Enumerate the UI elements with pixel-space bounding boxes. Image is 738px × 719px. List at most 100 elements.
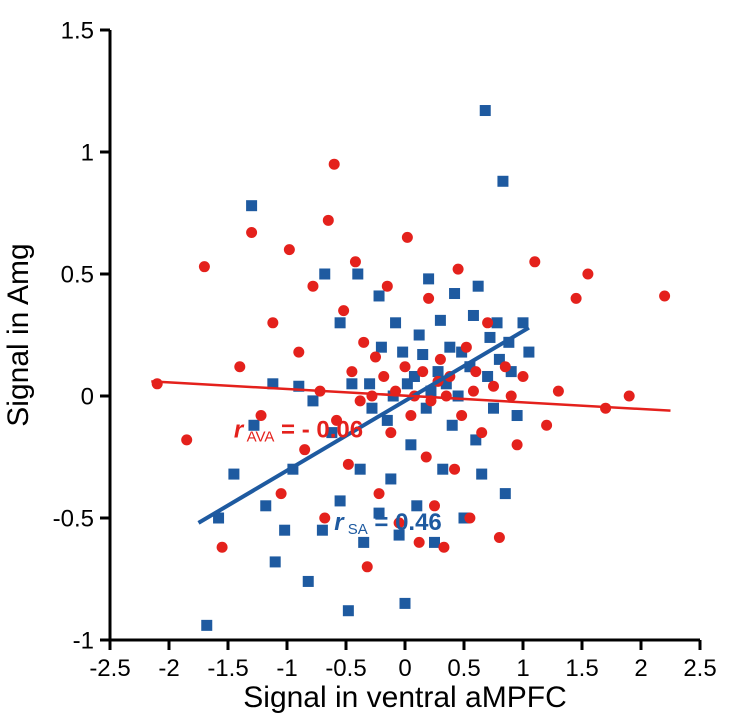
data-point-SA <box>358 537 369 548</box>
x-tick-label: -0.5 <box>325 655 366 682</box>
data-point-AVA <box>500 361 511 372</box>
y-tick-label: -0.5 <box>53 505 94 532</box>
data-point-SA <box>480 105 491 116</box>
data-point-SA <box>482 371 493 382</box>
data-point-SA <box>500 488 511 499</box>
data-point-SA <box>468 310 479 321</box>
data-point-SA <box>437 464 448 475</box>
data-point-AVA <box>456 410 467 421</box>
data-point-AVA <box>405 410 416 421</box>
data-point-AVA <box>385 427 396 438</box>
data-point-AVA <box>441 391 452 402</box>
x-tick-label: 1.5 <box>565 655 598 682</box>
data-point-AVA <box>461 342 472 353</box>
x-tick-label: 0.5 <box>447 655 480 682</box>
data-point-SA <box>374 290 385 301</box>
data-point-SA <box>352 269 363 280</box>
data-point-AVA <box>152 378 163 389</box>
data-point-AVA <box>299 444 310 455</box>
data-point-SA <box>397 347 408 358</box>
data-point-AVA <box>494 532 505 543</box>
data-point-AVA <box>518 371 529 382</box>
data-point-AVA <box>267 317 278 328</box>
x-tick-label: 0 <box>398 655 411 682</box>
x-tick-label: 1 <box>516 655 529 682</box>
data-point-AVA <box>400 361 411 372</box>
data-point-AVA <box>319 513 330 524</box>
data-point-AVA <box>488 381 499 392</box>
data-point-SA <box>201 620 212 631</box>
x-tick-label: -1 <box>276 655 297 682</box>
data-point-AVA <box>374 488 385 499</box>
data-point-SA <box>484 332 495 343</box>
y-axis-label: Signal in Amg <box>2 243 35 426</box>
data-point-AVA <box>382 281 393 292</box>
data-point-AVA <box>464 513 475 524</box>
data-point-SA <box>423 273 434 284</box>
data-point-SA <box>364 378 375 389</box>
data-point-AVA <box>358 337 369 348</box>
data-point-AVA <box>423 293 434 304</box>
data-point-AVA <box>659 290 670 301</box>
x-tick-label: 2 <box>634 655 647 682</box>
data-point-SA <box>376 342 387 353</box>
data-point-AVA <box>453 264 464 275</box>
data-point-AVA <box>234 361 245 372</box>
data-point-SA <box>270 556 281 567</box>
data-point-SA <box>260 500 271 511</box>
data-point-SA <box>492 317 503 328</box>
data-point-SA <box>228 469 239 480</box>
data-point-SA <box>385 473 396 484</box>
data-point-AVA <box>370 351 381 362</box>
data-point-AVA <box>624 391 635 402</box>
data-point-SA <box>523 347 534 358</box>
data-point-AVA <box>346 366 357 377</box>
data-point-SA <box>444 342 455 353</box>
data-point-AVA <box>482 317 493 328</box>
data-point-SA <box>335 495 346 506</box>
data-point-AVA <box>468 386 479 397</box>
data-point-SA <box>335 317 346 328</box>
data-point-AVA <box>293 347 304 358</box>
data-point-AVA <box>338 305 349 316</box>
data-point-SA <box>476 469 487 480</box>
data-point-SA <box>435 315 446 326</box>
data-point-SA <box>488 403 499 414</box>
data-point-SA <box>390 317 401 328</box>
data-point-AVA <box>276 488 287 499</box>
data-point-AVA <box>350 256 361 267</box>
data-point-AVA <box>329 159 340 170</box>
data-point-AVA <box>512 439 523 450</box>
data-point-SA <box>414 330 425 341</box>
data-point-AVA <box>414 537 425 548</box>
data-point-AVA <box>362 561 373 572</box>
data-point-AVA <box>541 420 552 431</box>
x-tick-label: -2.5 <box>89 655 130 682</box>
data-point-SA <box>246 200 257 211</box>
data-point-AVA <box>323 215 334 226</box>
data-point-SA <box>497 176 508 187</box>
data-point-SA <box>343 605 354 616</box>
data-point-SA <box>382 415 393 426</box>
data-point-SA <box>429 537 440 548</box>
data-point-AVA <box>506 391 517 402</box>
data-point-AVA <box>435 354 446 365</box>
data-point-AVA <box>246 227 257 238</box>
data-point-SA <box>512 410 523 421</box>
data-point-SA <box>447 420 458 431</box>
data-point-AVA <box>582 269 593 280</box>
data-point-AVA <box>417 366 428 377</box>
x-tick-label: 2.5 <box>683 655 716 682</box>
data-point-AVA <box>256 410 267 421</box>
data-point-AVA <box>307 281 318 292</box>
data-point-AVA <box>402 232 413 243</box>
data-point-AVA <box>366 391 377 402</box>
data-point-AVA <box>470 366 481 377</box>
data-point-AVA <box>421 452 432 463</box>
data-point-SA <box>346 378 357 389</box>
y-tick-label: 1.5 <box>61 17 94 44</box>
data-point-AVA <box>571 293 582 304</box>
data-point-AVA <box>355 395 366 406</box>
data-point-AVA <box>343 459 354 470</box>
data-point-SA <box>307 395 318 406</box>
